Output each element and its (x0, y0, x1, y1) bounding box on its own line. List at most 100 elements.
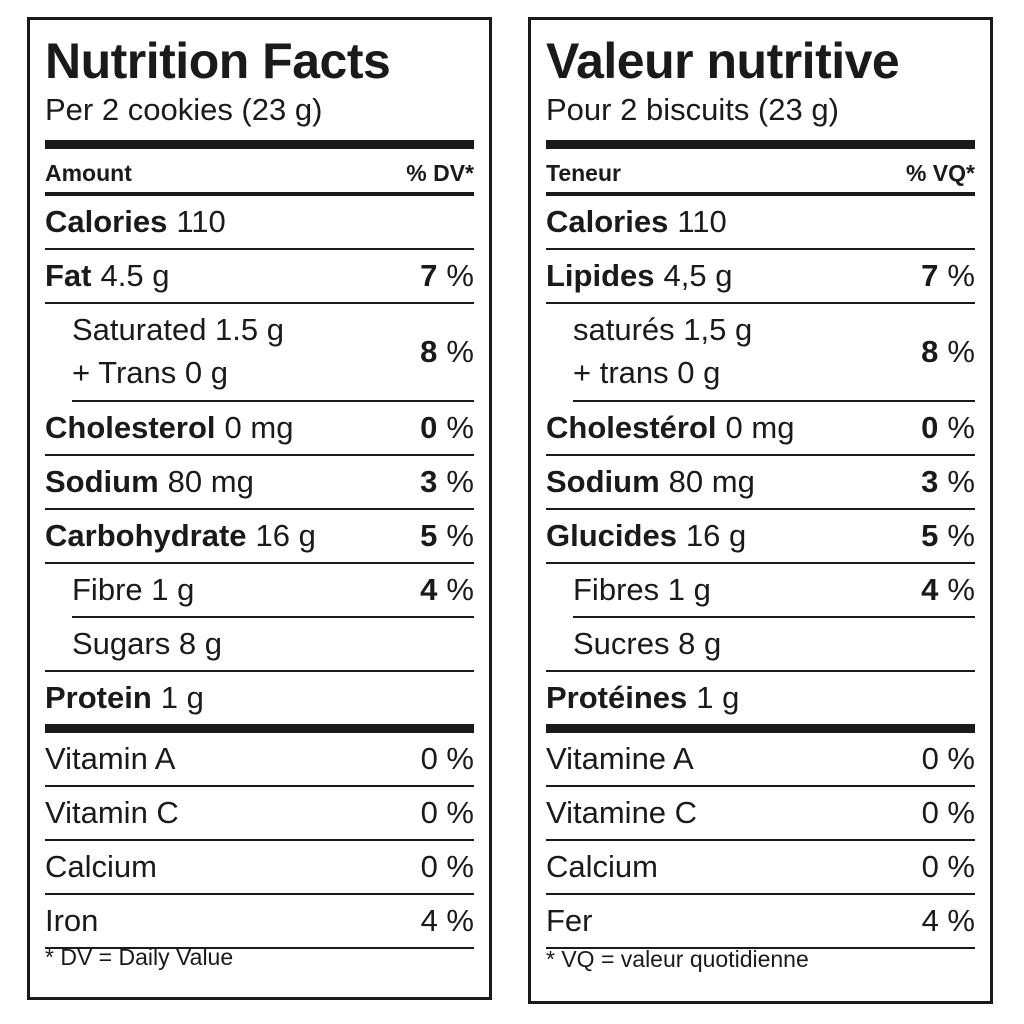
calories-value: 110 (677, 204, 727, 239)
vitamin-label: Vitamine C (546, 795, 698, 830)
fat-row: Fat 4.5 g 7% (45, 250, 474, 304)
dv-header: % VQ* (905, 160, 975, 186)
saturated-label: saturés 1,5 g (573, 312, 753, 347)
calories-value: 110 (176, 204, 226, 239)
vitamin-row: Vitamin C 0 % (45, 787, 474, 841)
vitamin-label: Fer (546, 903, 593, 938)
vitamin-row: Iron 4 % (45, 895, 474, 949)
serving-size: Pour 2 biscuits (23 g) (546, 92, 839, 127)
fibre-row: Fibres 1 g 4% (573, 564, 975, 618)
fat-pct-unit: % (947, 258, 975, 293)
vitamin-row: Calcium 0 % (45, 841, 474, 895)
cholesterol-label: Cholestérol (546, 410, 717, 445)
carbohydrate-value: 16 g (255, 518, 316, 553)
protein-label: Protéines (546, 680, 688, 715)
fat-pct: 7 (921, 258, 939, 293)
vitamin-pct: 0 % (420, 741, 474, 776)
divider-thick (546, 140, 975, 149)
divider-heavy (546, 724, 975, 733)
vitamin-label: Iron (45, 903, 99, 938)
fibre-label: Fibre 1 g (72, 572, 195, 607)
sodium-row: Sodium 80 mg 3% (546, 456, 975, 510)
calories-label: Calories (546, 204, 669, 239)
carbohydrate-label: Glucides (546, 518, 677, 553)
vitamin-label: Vitamine A (546, 741, 694, 776)
calories-row: Calories 110 (546, 196, 975, 250)
carbohydrate-value: 16 g (685, 518, 747, 553)
sodium-row: Sodium 80 mg 3% (45, 456, 474, 510)
vitamin-row: Fer 4 % (546, 895, 975, 949)
fibre-pct-unit: % (446, 572, 474, 607)
carbohydrate-label: Carbohydrate (45, 518, 247, 553)
protein-value: 1 g (160, 680, 204, 715)
vitamin-label: Calcium (45, 849, 157, 884)
fat-row: Lipides 4,5 g 7% (546, 250, 975, 304)
nutrition-facts-panel-english: Nutrition Facts Per 2 cookies (23 g) Amo… (27, 17, 492, 1000)
fibre-pct: 4 (420, 572, 438, 607)
fat-label: Fat (45, 258, 92, 293)
sodium-pct-unit: % (446, 464, 474, 499)
carbohydrate-pct: 5 (921, 518, 939, 553)
panel-title: Nutrition Facts (45, 33, 391, 89)
vitamin-pct: 4 % (921, 903, 975, 938)
protein-value: 1 g (696, 680, 740, 715)
vitamin-row: Vitamin A 0 % (45, 733, 474, 787)
vitamin-pct: 0 % (921, 741, 975, 776)
protein-label: Protein (45, 680, 152, 715)
sugars-row: Sugars 8 g (45, 618, 474, 672)
vitamin-label: Vitamin C (45, 795, 179, 830)
fat-pct-unit: % (446, 258, 474, 293)
serving-size: Per 2 cookies (23 g) (45, 92, 323, 127)
fibre-label: Fibres 1 g (573, 572, 711, 607)
vitamin-pct: 0 % (420, 849, 474, 884)
carbohydrate-row: Carbohydrate 16 g 5% (45, 510, 474, 564)
carbohydrate-pct: 5 (420, 518, 438, 553)
vitamin-row: Vitamine C 0 % (546, 787, 975, 841)
fibre-row: Fibre 1 g 4% (72, 564, 474, 618)
saturated-label: Saturated 1.5 g (72, 312, 284, 347)
saturated-pct: 8 (420, 334, 438, 369)
sugars-label: Sugars 8 g (72, 626, 222, 661)
carbohydrate-pct-unit: % (446, 518, 474, 553)
saturated-pct-unit: % (947, 334, 975, 369)
footnote: * DV = Daily Value (45, 944, 234, 970)
cholesterol-pct: 0 (921, 410, 939, 445)
vitamin-label: Vitamin A (45, 741, 176, 776)
fat-value: 4.5 g (100, 258, 170, 293)
divider-medium (546, 192, 975, 196)
sodium-value: 80 mg (668, 464, 755, 499)
carbohydrate-row: Glucides 16 g 5% (546, 510, 975, 564)
carbohydrate-pct-unit: % (947, 518, 975, 553)
vitamin-label: Calcium (546, 849, 658, 884)
sugars-row: Sucres 8 g (546, 618, 975, 672)
vitamin-row: Vitamine A 0 % (546, 733, 975, 787)
divider-heavy (45, 724, 474, 733)
divider-thick (45, 140, 474, 149)
cholesterol-value: 0 mg (725, 410, 795, 445)
cholesterol-pct-unit: % (947, 410, 975, 445)
column-header: Teneur % VQ* (546, 157, 975, 189)
saturated-trans-row: saturés 1,5 g + trans 0 g 8% (573, 304, 975, 402)
saturated-trans-row: Saturated 1.5 g + Trans 0 g 8% (72, 304, 474, 402)
sodium-pct: 3 (921, 464, 939, 499)
sodium-value: 80 mg (167, 464, 254, 499)
vitamin-row: Calcium 0 % (546, 841, 975, 895)
vitamin-pct: 0 % (921, 795, 975, 830)
trans-label: + trans 0 g (573, 355, 721, 390)
fibre-pct: 4 (921, 572, 939, 607)
vitamin-pct: 0 % (420, 795, 474, 830)
saturated-pct-unit: % (446, 334, 474, 369)
saturated-pct: 8 (921, 334, 939, 369)
cholesterol-value: 0 mg (224, 410, 294, 445)
cholesterol-row: Cholestérol 0 mg 0% (546, 402, 975, 456)
sodium-pct: 3 (420, 464, 438, 499)
trans-label: + Trans 0 g (72, 355, 228, 390)
fat-value: 4,5 g (663, 258, 733, 293)
divider-medium (45, 192, 474, 196)
amount-header: Amount (45, 160, 132, 186)
panel-title: Valeur nutritive (546, 33, 900, 89)
nutrition-facts-panel-french: Valeur nutritive Pour 2 biscuits (23 g) … (528, 17, 993, 1004)
vitamin-pct: 4 % (420, 903, 474, 938)
cholesterol-row: Cholesterol 0 mg 0% (45, 402, 474, 456)
protein-row: Protéines 1 g (546, 672, 975, 724)
